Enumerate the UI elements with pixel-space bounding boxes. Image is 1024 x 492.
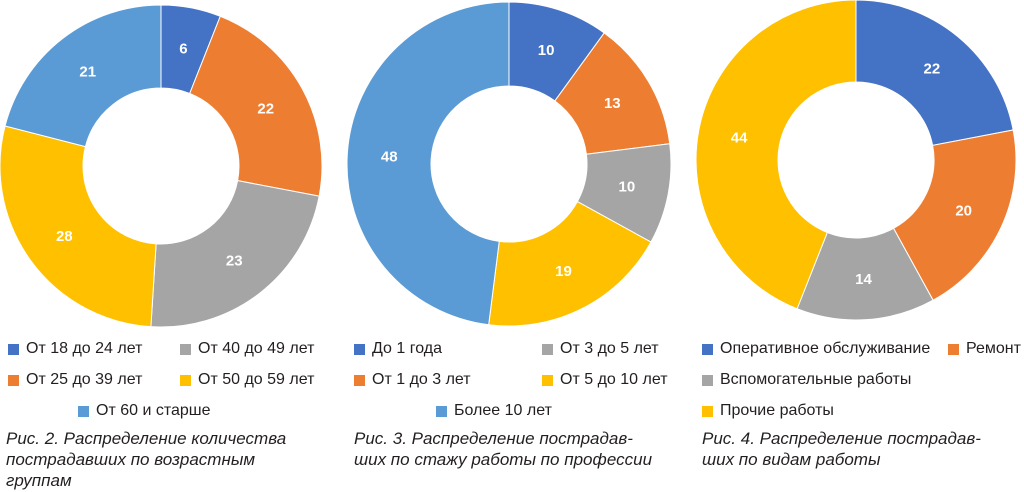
legend-swatch	[354, 374, 365, 386]
legend-label: От 25 до 39 лет	[26, 371, 143, 388]
legend-swatch	[436, 405, 447, 417]
legend-label: Ремонт	[966, 340, 1021, 357]
slice-value-label: 21	[79, 64, 96, 81]
legend-label: Вспомогательные работы	[720, 371, 912, 388]
slice-5	[346, 1, 510, 326]
legend-item: От 40 до 49 лет	[180, 340, 314, 358]
slice-value-label: 10	[538, 42, 555, 59]
slice-3	[150, 180, 320, 328]
legend-swatch	[948, 343, 959, 355]
slice-2	[892, 129, 1017, 301]
legend-label: До 1 года	[372, 340, 442, 357]
donut-chart-work-type: 22 20 14 44	[695, 0, 1017, 321]
slice-5	[4, 4, 162, 148]
slice-4	[488, 200, 652, 327]
slice-value-label: 22	[924, 60, 941, 77]
legend-swatch	[180, 374, 191, 386]
legend-label: Более 10 лет	[454, 402, 552, 419]
slice-value-label: 44	[731, 130, 748, 147]
legend-label: Прочие работы	[720, 402, 834, 419]
slice-value-label: 10	[619, 178, 636, 195]
legend-swatch	[702, 343, 713, 355]
legend-label: От 5 до 10 лет	[560, 371, 668, 388]
legend-item: Прочие работы	[702, 402, 834, 420]
chart-panel-age: 6 22 23 28 21 От 18 до 24 лет От 40 до 49 лет…	[0, 0, 340, 492]
slice-4	[0, 125, 157, 328]
slice-value-label: 28	[56, 228, 73, 245]
legend-item: От 3 до 5 лет	[542, 340, 659, 358]
legend-swatch	[702, 374, 713, 386]
legend-label: Оперативное обслуживание	[720, 340, 931, 357]
legend-label: От 60 и старше	[96, 402, 211, 419]
legend-item: До 1 года	[354, 340, 442, 358]
slice-value-label: 14	[855, 271, 872, 288]
legend-swatch	[542, 374, 553, 386]
chart-panel-work-type: 22 20 14 44 Оперативное обслуживание Ремонт В…	[695, 0, 1024, 492]
caption-fig-3: Рис. 3. Распределение пострадав- ших по …	[354, 429, 653, 469]
legend-item: Вспомогательные работы	[702, 371, 911, 389]
chart-panel-experience: 10 13 10 19 48 До 1 года От 3 до 5 лет От 1 до…	[346, 0, 688, 492]
legend-item: От 5 до 10 лет	[542, 371, 668, 389]
legend-label: От 50 до 59 лет	[198, 371, 315, 388]
legend-swatch	[8, 374, 19, 386]
legend-label: От 1 до 3 лет	[372, 371, 471, 388]
slice-4	[695, 0, 857, 310]
caption-fig-2: Рис. 2. Распределение количества пострад…	[6, 429, 287, 490]
legend-swatch	[354, 343, 365, 355]
legend-swatch	[8, 343, 19, 355]
legend-item: От 1 до 3 лет	[354, 371, 471, 389]
slice-2	[189, 15, 323, 197]
slice-value-label: 13	[604, 95, 621, 112]
legend-item: Более 10 лет	[436, 402, 552, 420]
slice-1	[855, 0, 1014, 146]
slice-value-label: 19	[555, 263, 572, 280]
caption-fig-4: Рис. 4. Распределение пострадав- ших по …	[702, 429, 981, 469]
legend-swatch	[702, 405, 713, 417]
donut-chart-age: 6 22 23 28 21	[0, 4, 323, 328]
slice-value-label: 20	[955, 203, 972, 220]
legend-item: От 50 до 59 лет	[180, 371, 314, 389]
legend-item: Оперативное обслуживание	[702, 340, 930, 358]
legend-label: От 3 до 5 лет	[560, 340, 659, 357]
legend-swatch	[542, 343, 553, 355]
legend-swatch	[78, 405, 89, 417]
legend-item: От 60 и старше	[78, 402, 211, 420]
legend-item: От 18 до 24 лет	[8, 340, 142, 358]
legend-label: От 40 до 49 лет	[198, 340, 315, 357]
slice-value-label: 6	[179, 41, 187, 58]
slice-value-label: 48	[381, 148, 398, 165]
legend-item: Ремонт	[948, 340, 1021, 358]
legend-label: От 18 до 24 лет	[26, 340, 143, 357]
slice-value-label: 22	[257, 100, 274, 117]
donut-chart-experience: 10 13 10 19 48	[346, 1, 672, 327]
legend-item: От 25 до 39 лет	[8, 371, 142, 389]
slice-value-label: 23	[226, 252, 243, 269]
legend-swatch	[180, 343, 191, 355]
